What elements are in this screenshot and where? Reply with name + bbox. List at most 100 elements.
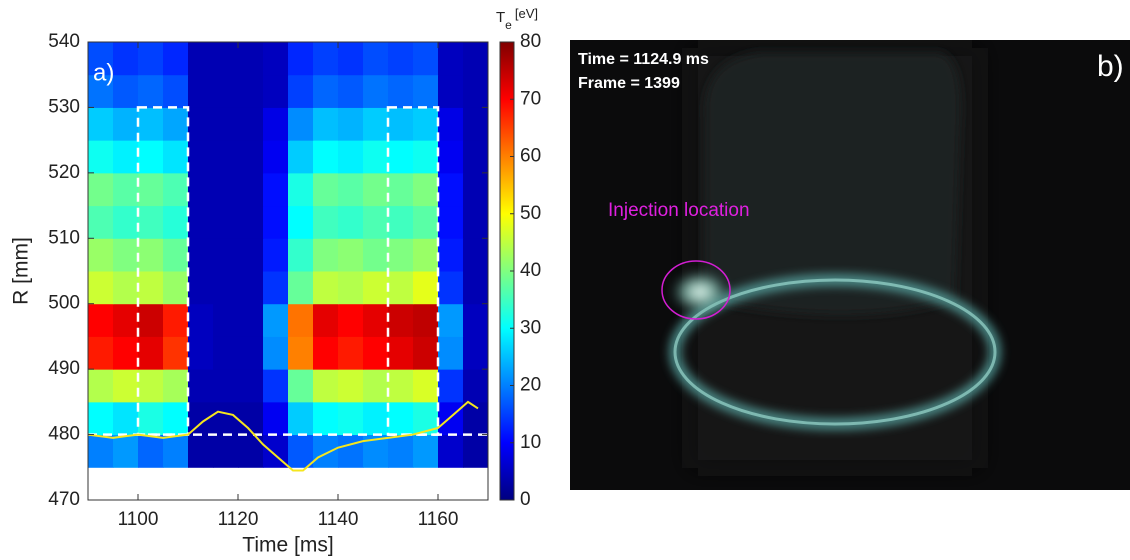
heat-cell xyxy=(163,107,189,141)
heat-cell xyxy=(263,107,289,141)
heat-cell xyxy=(288,369,314,403)
heat-cell xyxy=(388,401,414,436)
heat-cell xyxy=(338,140,364,174)
heat-cell xyxy=(313,336,339,370)
dashed-box xyxy=(386,106,440,436)
annotation: Injection location xyxy=(608,200,750,221)
heat-cell xyxy=(463,336,489,370)
heat-cell xyxy=(438,369,464,403)
heat-cell xyxy=(113,172,139,207)
heat-cell xyxy=(338,401,364,436)
y-tick-label: 470 xyxy=(48,489,80,510)
x-tick-label: 1140 xyxy=(318,509,359,530)
heat-cell xyxy=(288,107,314,141)
heat-cell xyxy=(438,434,464,468)
heat-cell xyxy=(263,336,289,370)
panel-label: a) xyxy=(93,59,114,86)
heat-cell xyxy=(313,140,339,174)
heat-cell xyxy=(288,205,314,239)
heat-cell xyxy=(363,303,389,337)
heat-cell xyxy=(163,271,189,305)
heat-cell xyxy=(363,42,389,76)
heat-cell xyxy=(163,74,189,108)
heat-cell xyxy=(313,107,339,141)
heat-cell xyxy=(388,336,414,370)
panel-label: b) xyxy=(1097,50,1124,83)
heat-cell xyxy=(113,107,139,141)
heat-cell xyxy=(88,401,114,436)
heat-cell xyxy=(388,172,414,207)
heat-cell xyxy=(388,369,414,403)
heat-cell xyxy=(213,271,239,305)
heat-cell xyxy=(138,336,164,370)
heat-cell xyxy=(413,434,439,468)
heat-cell xyxy=(238,303,264,337)
heat-cell xyxy=(413,140,439,174)
heat-cell xyxy=(363,238,389,272)
heat-cell xyxy=(388,205,414,239)
heat-cell xyxy=(188,205,214,239)
heat-cell xyxy=(463,238,489,272)
heat-cell xyxy=(188,434,214,468)
y-tick-label: 530 xyxy=(48,96,80,117)
heat-cell xyxy=(188,271,214,305)
heat-cell xyxy=(213,238,239,272)
heat-cell xyxy=(138,401,164,436)
heat-cell xyxy=(413,336,439,370)
heat-cell xyxy=(438,172,464,207)
dashed-box xyxy=(136,106,190,436)
heat-cell xyxy=(138,140,164,174)
x-axis-label: Time [ms] xyxy=(242,534,333,557)
heat-cell xyxy=(288,74,314,108)
heat-cell xyxy=(263,303,289,337)
heat-cell xyxy=(113,205,139,239)
heat-cell xyxy=(463,303,489,337)
heat-cell xyxy=(338,74,364,108)
heat-cell xyxy=(413,369,439,403)
colorbar-tick-label: 50 xyxy=(520,203,541,224)
heat-cell xyxy=(313,401,339,436)
heat-cell xyxy=(463,369,489,403)
heat-cell xyxy=(163,172,189,207)
colorbar-tick-label: 60 xyxy=(520,146,541,167)
heat-cell xyxy=(438,271,464,305)
heat-cell xyxy=(163,336,189,370)
heat-cell xyxy=(313,369,339,403)
heat-cell xyxy=(238,401,264,436)
heat-cell xyxy=(313,238,339,272)
heat-cell xyxy=(363,336,389,370)
heat-cell xyxy=(288,238,314,272)
heat-cell xyxy=(413,107,439,141)
time-text: Time = 1124.9 ms xyxy=(578,51,709,68)
heat-cell xyxy=(288,303,314,337)
heat-cell xyxy=(138,74,164,108)
heat-cell xyxy=(463,42,489,76)
heat-cell xyxy=(313,42,339,76)
heat-cell xyxy=(463,140,489,174)
heat-cell xyxy=(438,303,464,337)
heat-cell xyxy=(113,271,139,305)
heat-cell xyxy=(213,369,239,403)
heat-cell xyxy=(213,140,239,174)
heat-cell xyxy=(388,74,414,108)
heat-cell xyxy=(238,172,264,207)
heat-cell xyxy=(238,140,264,174)
heat-cell xyxy=(113,42,139,76)
heat-cell xyxy=(438,336,464,370)
heat-cell xyxy=(263,42,289,76)
heat-cell xyxy=(338,271,364,305)
heat-cell xyxy=(288,42,314,76)
heat-cell xyxy=(463,434,489,468)
heat-cell xyxy=(388,238,414,272)
heat-cell xyxy=(138,369,164,403)
colorbar-label-sub: e xyxy=(505,18,512,32)
heat-cell xyxy=(313,172,339,207)
heat-cell xyxy=(138,42,164,76)
y-tick-label: 540 xyxy=(48,31,80,52)
heat-cell xyxy=(238,74,264,108)
colorbar-tick-label: 40 xyxy=(520,260,541,281)
heat-cell xyxy=(138,434,164,468)
heat-cell xyxy=(113,74,139,108)
heat-cell xyxy=(363,271,389,305)
